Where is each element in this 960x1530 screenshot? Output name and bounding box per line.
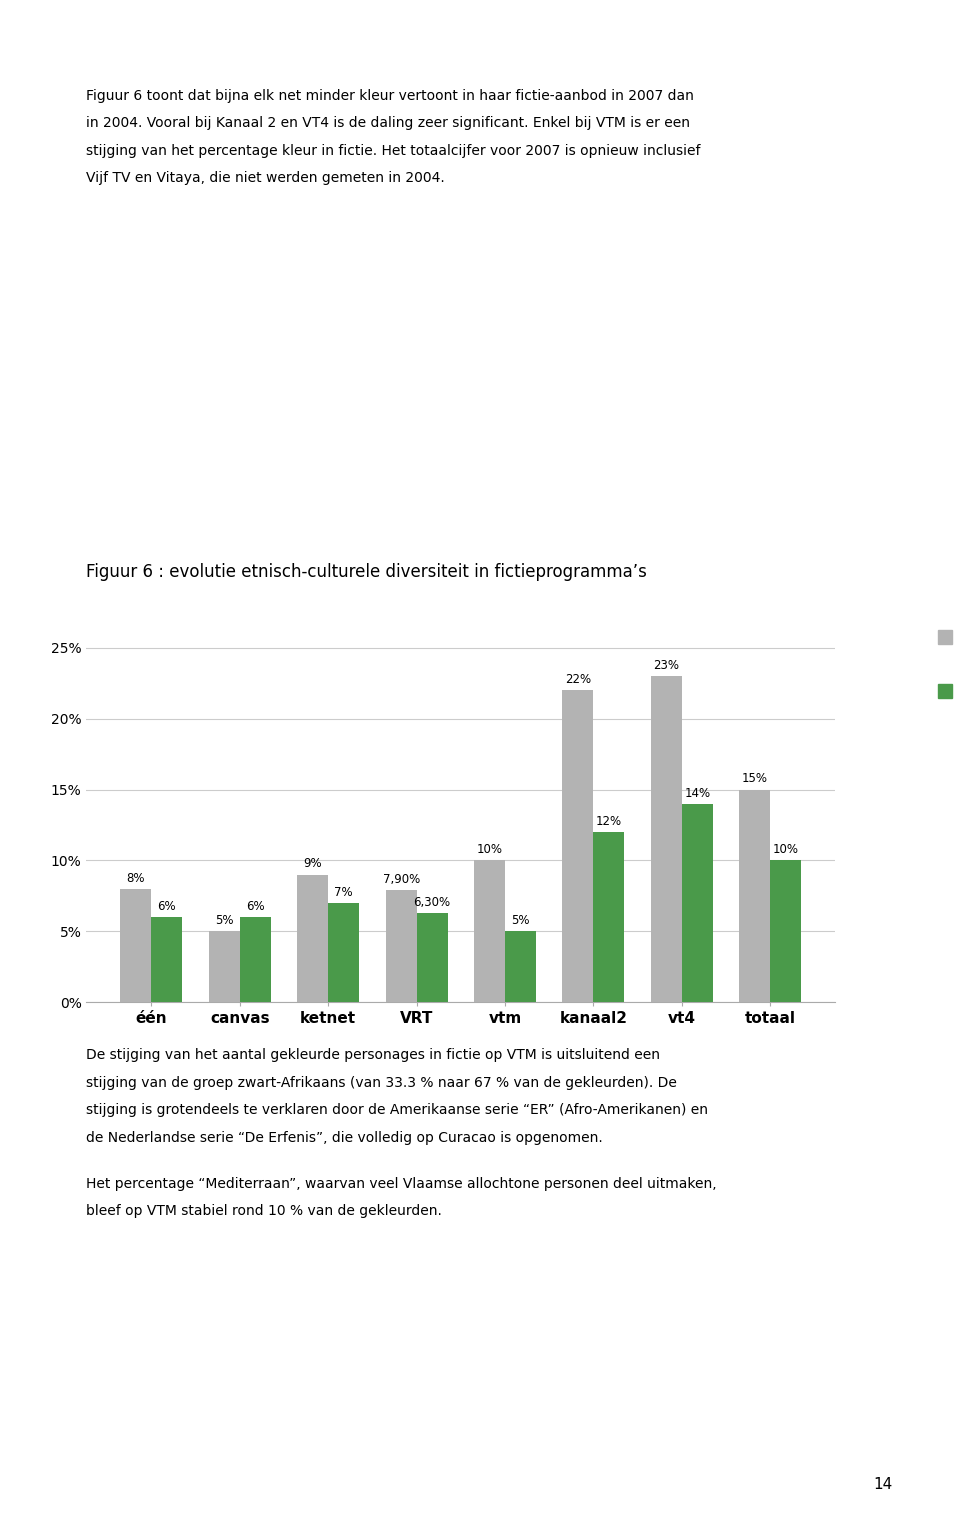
Text: 22%: 22% — [564, 673, 591, 687]
Bar — [770, 860, 802, 1002]
Text: 6%: 6% — [246, 900, 265, 913]
Text: 7%: 7% — [334, 886, 353, 898]
Text: 5%: 5% — [512, 913, 530, 927]
Bar — [651, 676, 682, 1002]
Bar — [386, 890, 417, 1002]
Text: Figuur 6 : evolutie etnisch-culturele diversiteit in fictieprogramma’s: Figuur 6 : evolutie etnisch-culturele di… — [86, 563, 647, 581]
Text: 5%: 5% — [215, 913, 233, 927]
Bar — [563, 690, 593, 1002]
Text: 12%: 12% — [596, 815, 622, 828]
Bar — [328, 903, 359, 1002]
Text: 7,90%: 7,90% — [382, 874, 420, 886]
Bar — [209, 932, 240, 1002]
Text: 6%: 6% — [157, 900, 177, 913]
Bar — [298, 875, 328, 1002]
Text: De stijging van het aantal gekleurde personages in fictie op VTM is uitsluitend : De stijging van het aantal gekleurde per… — [86, 1048, 660, 1062]
Text: 8%: 8% — [127, 872, 145, 884]
Text: 10%: 10% — [476, 843, 502, 857]
Bar — [682, 803, 712, 1002]
Legend: gekleurd
2004, gekleurde
2007: gekleurd 2004, gekleurde 2007 — [938, 620, 960, 705]
Text: stijging is grotendeels te verklaren door de Amerikaanse serie “ER” (Afro-Amerik: stijging is grotendeels te verklaren doo… — [86, 1103, 708, 1117]
Bar — [120, 889, 152, 1002]
Bar — [152, 916, 182, 1002]
Bar — [593, 832, 624, 1002]
Text: 23%: 23% — [654, 659, 680, 672]
Bar — [417, 913, 447, 1002]
Text: Het percentage “Mediterraan”, waarvan veel Vlaamse allochtone personen deel uitm: Het percentage “Mediterraan”, waarvan ve… — [86, 1177, 717, 1190]
Text: Vijf TV en Vitaya, die niet werden gemeten in 2004.: Vijf TV en Vitaya, die niet werden gemet… — [86, 171, 445, 185]
Text: stijging van het percentage kleur in fictie. Het totaalcijfer voor 2007 is opnie: stijging van het percentage kleur in fic… — [86, 144, 701, 158]
Text: in 2004. Vooral bij Kanaal 2 en VT4 is de daling zeer significant. Enkel bij VTM: in 2004. Vooral bij Kanaal 2 en VT4 is d… — [86, 116, 690, 130]
Bar — [474, 860, 505, 1002]
Text: bleef op VTM stabiel rond 10 % van de gekleurden.: bleef op VTM stabiel rond 10 % van de ge… — [86, 1204, 443, 1218]
Bar — [505, 932, 536, 1002]
Bar — [739, 789, 770, 1002]
Text: 14: 14 — [874, 1476, 893, 1492]
Text: stijging van de groep zwart-Afrikaans (van 33.3 % naar 67 % van de gekleurden). : stijging van de groep zwart-Afrikaans (v… — [86, 1076, 677, 1089]
Bar — [240, 916, 271, 1002]
Text: 14%: 14% — [684, 786, 710, 800]
Text: 9%: 9% — [303, 857, 322, 871]
Text: Figuur 6 toont dat bijna elk net minder kleur vertoont in haar fictie-aanbod in : Figuur 6 toont dat bijna elk net minder … — [86, 89, 694, 103]
Text: 10%: 10% — [773, 843, 799, 857]
Text: 6,30%: 6,30% — [414, 895, 450, 909]
Text: 15%: 15% — [742, 773, 768, 785]
Text: de Nederlandse serie “De Erfenis”, die volledig op Curacao is opgenomen.: de Nederlandse serie “De Erfenis”, die v… — [86, 1131, 603, 1144]
